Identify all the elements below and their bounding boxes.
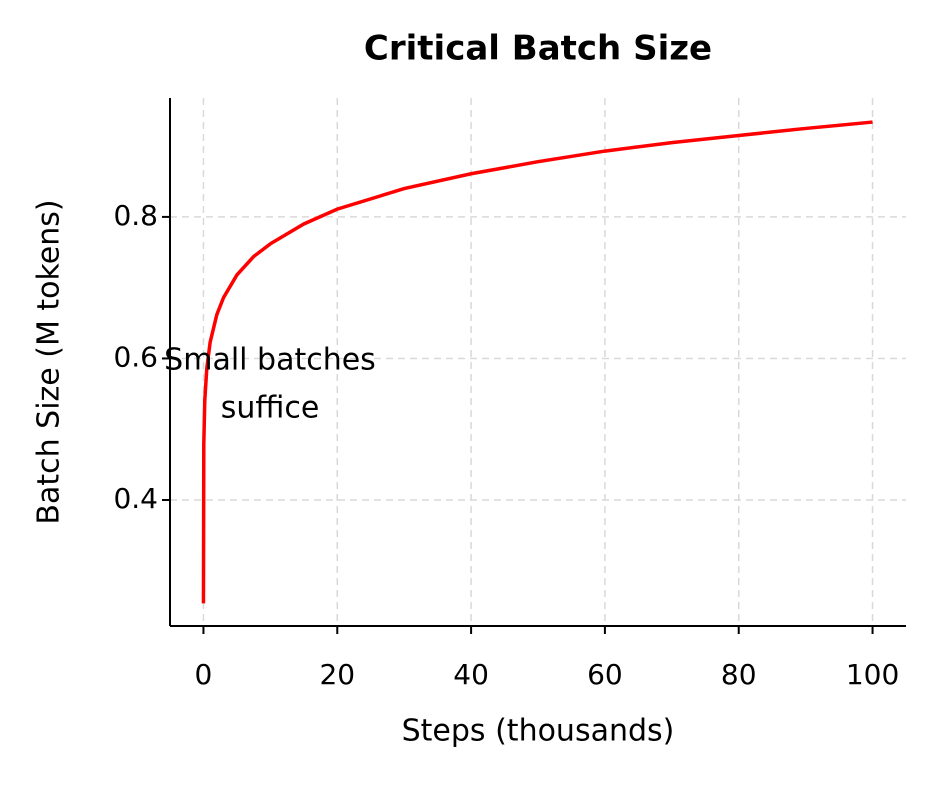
y-tick-label: 0.8	[113, 199, 158, 232]
line	[201, 120, 873, 604]
annotation: Small batches	[164, 343, 376, 378]
y-tick-label: 0.4	[113, 482, 158, 515]
annotation: suffice	[221, 391, 320, 426]
y-axis-label: Batch Size (M tokens)	[32, 199, 67, 524]
x-tick-label: 100	[846, 658, 899, 691]
x-tick-label: 80	[721, 658, 757, 691]
x-tick-label: 60	[587, 658, 623, 691]
x-axis-label: Steps (thousands)	[402, 714, 675, 749]
chart-title: Critical Batch Size	[364, 29, 712, 69]
x-tick-label: 40	[453, 658, 489, 691]
x-tick-label: 0	[195, 658, 213, 691]
y-tick-label: 0.6	[113, 340, 158, 373]
x-tick-label: 20	[319, 658, 355, 691]
